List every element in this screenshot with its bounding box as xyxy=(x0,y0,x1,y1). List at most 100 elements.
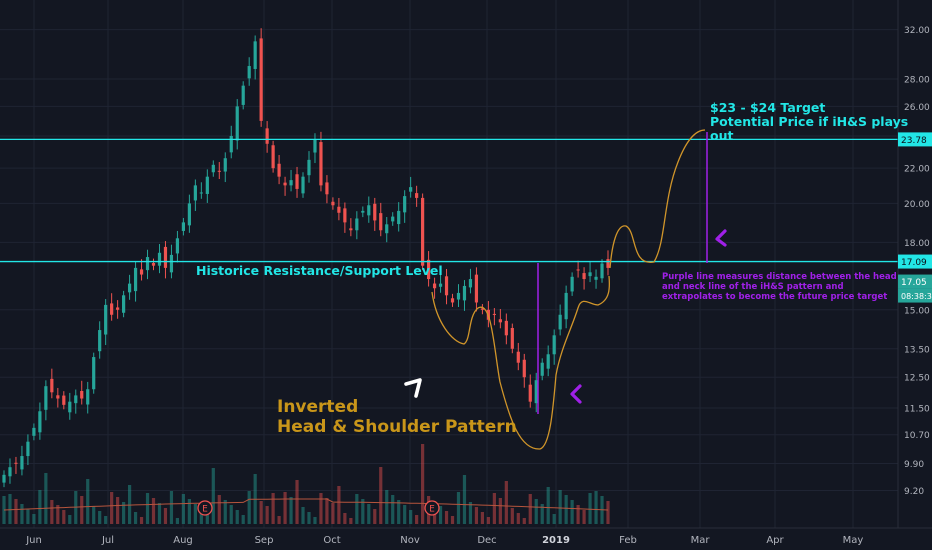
volume-bar xyxy=(379,467,383,524)
volume-bar xyxy=(86,479,90,524)
volume-bar xyxy=(528,494,532,524)
candle-body xyxy=(415,193,419,198)
candle-body xyxy=(606,259,610,268)
volume-bar xyxy=(205,514,209,524)
candle-body xyxy=(139,269,144,275)
volume-bar xyxy=(211,468,215,524)
candle-body xyxy=(498,319,502,323)
x-tick-label: Mar xyxy=(691,535,711,546)
volume-bar xyxy=(50,500,54,524)
volume-bar xyxy=(98,511,102,524)
volume-bar xyxy=(151,498,156,524)
price-tag-label: 17.05 xyxy=(901,278,927,288)
price-tag-label: 17.09 xyxy=(901,258,927,268)
volume-bar xyxy=(295,480,299,524)
volume-bar xyxy=(92,506,96,524)
candle-body xyxy=(367,205,371,216)
volume-bar xyxy=(343,513,347,524)
y-tick-label: 11.50 xyxy=(904,405,930,415)
candle-body xyxy=(175,238,180,254)
pattern-label: Inverted Head & Shoulder Pattern xyxy=(277,397,517,437)
price-tag xyxy=(898,254,932,269)
volume-bar xyxy=(116,497,120,524)
price-tag-label: 23.78 xyxy=(901,136,927,146)
candle-body xyxy=(26,441,30,457)
candle-body xyxy=(56,395,60,399)
candle-body xyxy=(307,159,311,176)
purple-arrow-chevron xyxy=(570,384,582,404)
volume-bar xyxy=(56,505,60,524)
volume-bar xyxy=(80,496,84,524)
volume-bar xyxy=(546,487,550,524)
volume-bar xyxy=(421,444,425,524)
volume-bar xyxy=(516,513,520,524)
volume-bar xyxy=(594,491,598,524)
candle-body xyxy=(474,274,479,303)
candle-body xyxy=(229,135,233,153)
pattern-outline xyxy=(431,275,611,450)
candle-body xyxy=(385,224,389,234)
candle-body xyxy=(253,41,257,69)
candle-body xyxy=(193,185,197,201)
volume-bar xyxy=(110,492,114,524)
y-tick-label: 12.50 xyxy=(904,374,930,384)
volume-bar xyxy=(486,517,490,524)
volume-bar xyxy=(199,509,203,524)
volume-bar xyxy=(564,495,568,524)
earnings-marker xyxy=(197,500,213,516)
candle-body xyxy=(492,313,496,315)
candle-body xyxy=(145,257,150,271)
candle-body xyxy=(558,314,562,330)
candle-body xyxy=(600,263,604,279)
candle-body xyxy=(259,38,263,121)
candle-body xyxy=(122,295,126,313)
candle-body xyxy=(20,456,24,470)
volume-bar xyxy=(247,491,251,524)
candle-body xyxy=(313,139,317,153)
white-arrow-chevron xyxy=(404,378,422,398)
price-tag xyxy=(898,132,932,147)
volume-bar xyxy=(145,493,150,524)
volume-bar xyxy=(14,499,18,524)
volume-bar xyxy=(534,499,538,524)
candle-body xyxy=(241,85,245,105)
candle-body xyxy=(187,203,191,226)
candle-body xyxy=(522,359,526,378)
earnings-marker xyxy=(424,500,440,516)
x-tick-label: 2019 xyxy=(542,535,570,546)
y-tick-label: 13.50 xyxy=(904,345,930,355)
volume-bar xyxy=(367,504,371,524)
volume-bar xyxy=(26,509,30,524)
volume-bar xyxy=(438,506,443,524)
volume-bar xyxy=(301,507,305,524)
price-tag xyxy=(898,274,932,289)
volume-bar xyxy=(397,500,401,524)
x-tick-label: Dec xyxy=(477,535,496,546)
volume-bar xyxy=(331,503,335,524)
volume-bar xyxy=(480,512,485,524)
volume-bar xyxy=(606,501,610,524)
candle-body xyxy=(98,330,102,352)
candle-body xyxy=(361,210,365,213)
volume-bar xyxy=(462,475,467,524)
volume-bar xyxy=(8,494,12,524)
volume-bar xyxy=(175,518,180,524)
volume-ma-line xyxy=(3,498,609,511)
x-tick-label: Nov xyxy=(400,535,420,546)
candle-body xyxy=(14,462,18,464)
volume-bar xyxy=(522,518,526,524)
candle-body xyxy=(325,182,329,195)
candle-body xyxy=(74,395,78,404)
y-tick-label: 9.20 xyxy=(904,487,924,497)
volume-bar xyxy=(313,517,317,524)
candle-body xyxy=(181,222,186,231)
volume-bar xyxy=(391,495,395,524)
volume-bar xyxy=(217,495,221,524)
candle-body xyxy=(582,273,586,280)
volume-bar xyxy=(169,491,174,524)
y-tick-label: 10.70 xyxy=(904,431,930,441)
candle-body xyxy=(289,180,293,186)
volume-bar xyxy=(540,504,544,524)
